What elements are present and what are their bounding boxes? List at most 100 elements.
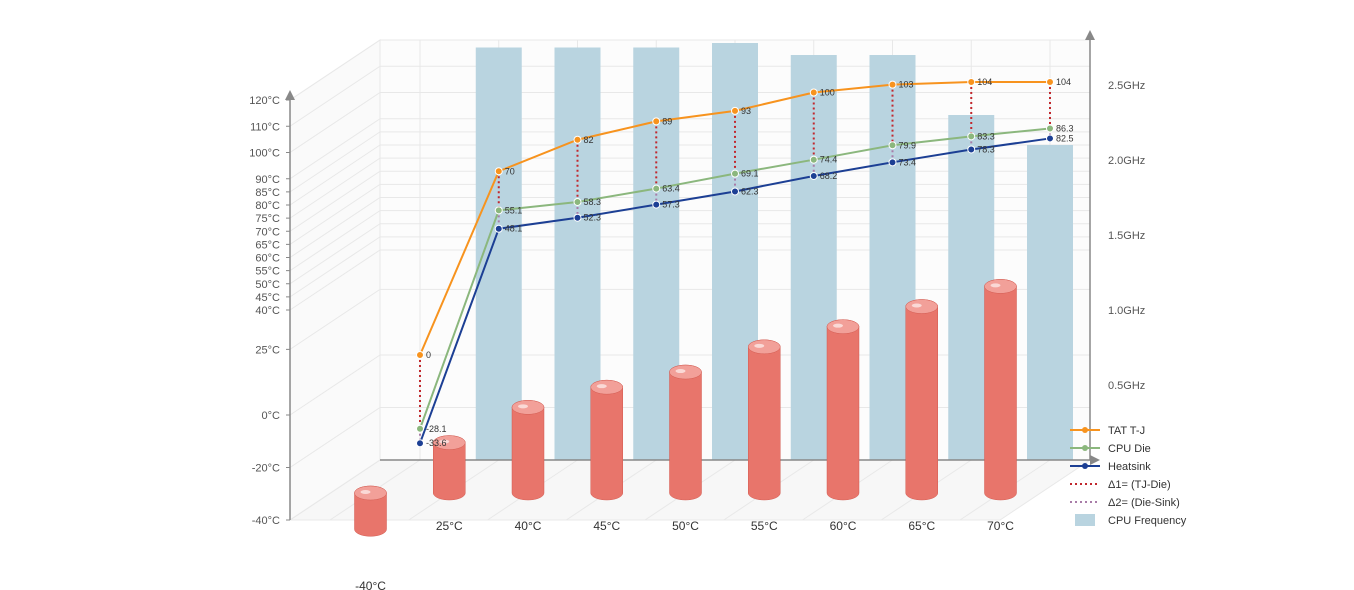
heatsink-value: 52.3 — [584, 213, 602, 223]
x-tick: -40°C — [355, 579, 386, 590]
tat-tj-marker — [653, 118, 660, 125]
heatsink-value: 62.3 — [741, 186, 759, 196]
y2-tick: 2.0GHz — [1108, 155, 1145, 167]
y-tick: -20°C — [252, 463, 280, 475]
tat-tj-marker — [810, 89, 817, 96]
cpu-freq-bar — [1027, 145, 1073, 460]
tat-tj-marker — [732, 107, 739, 114]
cylinder-bar — [985, 279, 1017, 500]
cpu-die-value: 83.3 — [977, 131, 995, 141]
y-tick: 50°C — [255, 279, 280, 291]
cpu-die-value: 63.4 — [662, 184, 680, 194]
y-tick: 55°C — [255, 266, 280, 278]
x-tick: 65°C — [908, 519, 935, 533]
x-tick: 50°C — [672, 519, 699, 533]
y2-tick: 0.5GHz — [1108, 380, 1145, 392]
legend-heatsink: Heatsink — [1108, 461, 1151, 473]
y-tick: 120°C — [249, 95, 280, 107]
cpu-die-marker — [653, 185, 660, 192]
heatsink-marker — [653, 201, 660, 208]
heatsink-marker — [889, 159, 896, 166]
heatsink-marker — [574, 214, 581, 221]
heatsink-marker — [968, 146, 975, 153]
tat-tj-value: 89 — [662, 116, 672, 126]
tat-tj-value: 104 — [1056, 77, 1071, 87]
tat-tj-value: 70 — [505, 166, 515, 176]
x-tick: 60°C — [830, 519, 857, 533]
cylinder-bar — [906, 300, 938, 500]
cpu-die-marker — [417, 425, 424, 432]
y-tick: -40°C — [252, 515, 280, 527]
tat-tj-value: 0 — [426, 350, 431, 360]
cpu-die-marker — [574, 198, 581, 205]
cpu-die-marker — [810, 156, 817, 163]
y-tick: 60°C — [255, 253, 280, 265]
y-tick: 110°C — [250, 121, 280, 133]
y-tick: 70°C — [255, 226, 280, 238]
tat-tj-value: 104 — [977, 77, 992, 87]
tat-tj-value: 100 — [820, 88, 835, 98]
y-tick: 40°C — [255, 305, 280, 317]
cpu-die-value: -28.1 — [426, 424, 447, 434]
cpu-die-marker — [732, 170, 739, 177]
heatsink-value: -33.6 — [426, 438, 447, 448]
tat-tj-marker — [889, 81, 896, 88]
legend-cpu_freq: CPU Frequency — [1108, 515, 1187, 527]
y-tick: 45°C — [255, 292, 280, 304]
heatsink-value: 48.1 — [505, 224, 523, 234]
cpu-die-value: 86.3 — [1056, 123, 1074, 133]
y2-tick: 1.5GHz — [1108, 230, 1145, 242]
y-tick: 80°C — [255, 200, 280, 212]
y-tick: 75°C — [255, 213, 280, 225]
legend-delta1: Δ1= (TJ-Die) — [1108, 479, 1171, 491]
y-tick: 85°C — [255, 187, 280, 199]
cpu-die-marker — [495, 207, 502, 214]
legend-delta2: Δ2= (Die-Sink) — [1108, 497, 1180, 509]
cpu-die-value: 74.4 — [820, 155, 838, 165]
x-tick: 25°C — [436, 519, 463, 533]
y2-tick: 1.0GHz — [1108, 305, 1145, 317]
heatsink-marker — [810, 172, 817, 179]
heatsink-value: 68.2 — [820, 171, 838, 181]
cylinder-bar — [748, 340, 780, 500]
cpu-die-marker — [1047, 125, 1054, 132]
tat-tj-value: 103 — [899, 80, 914, 90]
heatsink-value: 57.3 — [662, 200, 680, 210]
x-tick: 55°C — [751, 519, 778, 533]
cpu-die-value: 55.1 — [505, 205, 523, 215]
x-tick: 70°C — [987, 519, 1014, 533]
tat-tj-value: 93 — [741, 106, 751, 116]
y-tick: 65°C — [255, 239, 280, 251]
cylinder-bar — [591, 380, 623, 500]
heatsink-marker — [732, 188, 739, 195]
cpu-die-value: 58.3 — [584, 197, 602, 207]
cylinder-bar — [827, 320, 859, 500]
heatsink-value: 78.3 — [977, 144, 995, 154]
cpu-die-marker — [889, 142, 896, 149]
legend-tat_tj: TAT T-J — [1108, 425, 1145, 437]
heatsink-marker — [417, 440, 424, 447]
cpu-die-marker — [968, 133, 975, 140]
legend-cpu_die: CPU Die — [1108, 443, 1151, 455]
thermal-chart: 0.5GHz 1.0GHz 1.5GHz 2.0GHz 2.5GHz -40°C -20°C… — [0, 0, 1354, 590]
x-tick: 45°C — [593, 519, 620, 533]
tat-tj-marker — [1047, 79, 1054, 86]
cpu-die-value: 69.1 — [741, 169, 759, 179]
chart-svg: 0.5GHz 1.0GHz 1.5GHz 2.0GHz 2.5GHz -40°C -20°C… — [0, 0, 1354, 590]
tat-tj-marker — [968, 79, 975, 86]
y-tick: 0°C — [262, 410, 281, 422]
y-tick: 100°C — [249, 148, 280, 160]
tat-tj-marker — [417, 352, 424, 359]
cylinder-bar — [670, 365, 702, 500]
x-tick: 40°C — [515, 519, 542, 533]
heatsink-marker — [1047, 135, 1054, 142]
tat-tj-marker — [574, 136, 581, 143]
tat-tj-marker — [495, 168, 502, 175]
tat-tj-value: 82 — [584, 135, 594, 145]
cylinder-bar — [512, 400, 544, 500]
y-tick: 25°C — [255, 344, 280, 356]
heatsink-marker — [495, 225, 502, 232]
heatsink-value: 73.4 — [899, 157, 917, 167]
y-tick: 90°C — [255, 174, 280, 186]
y2-tick: 2.5GHz — [1108, 80, 1145, 92]
